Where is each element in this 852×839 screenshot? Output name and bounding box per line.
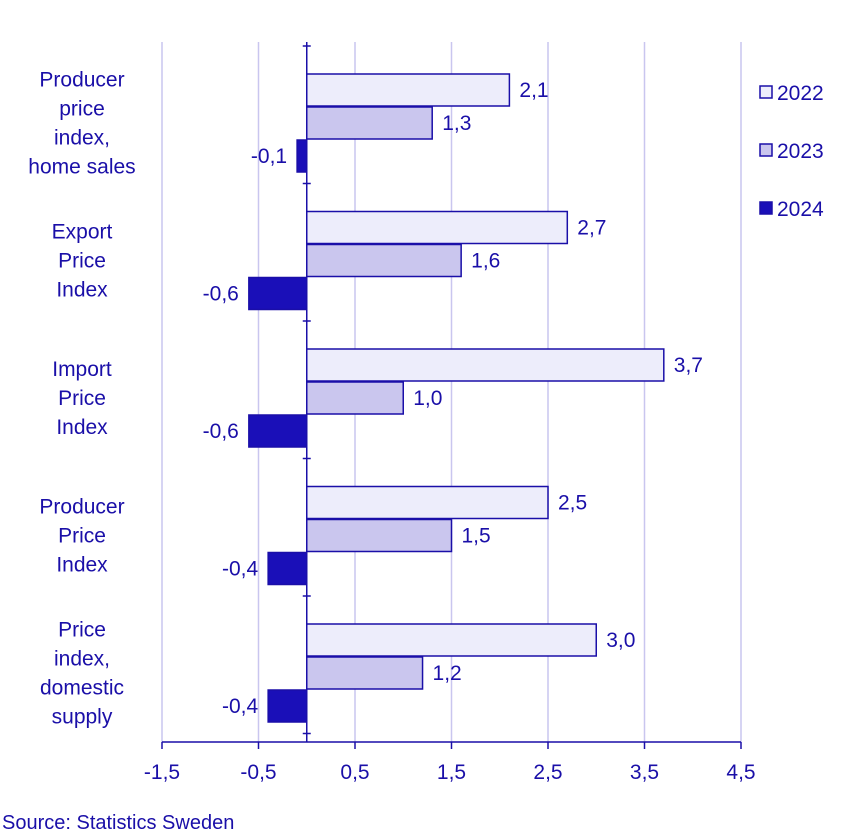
legend-swatch-2023 bbox=[759, 143, 773, 157]
category-label: Price bbox=[58, 250, 106, 273]
bar-2023 bbox=[306, 518, 453, 553]
legend-label: 2022 bbox=[777, 82, 824, 105]
legend-swatch-2022 bbox=[759, 85, 773, 99]
bar-2022 bbox=[306, 348, 665, 382]
category-label: Price bbox=[58, 525, 106, 548]
bar-2023 bbox=[306, 106, 433, 140]
category-label: domestic bbox=[40, 677, 124, 700]
data-label: 1,6 bbox=[471, 250, 500, 273]
data-label: 1,2 bbox=[433, 662, 462, 685]
labels: -1,5 -0,5 0,5 1,5 2,5 3,5 4,5 2,1 1,3 -0,1 Produce… bbox=[28, 69, 755, 785]
bar-2022 bbox=[306, 485, 549, 520]
legend-label: 2024 bbox=[777, 198, 824, 221]
bars bbox=[248, 73, 665, 723]
bar-2022 bbox=[306, 73, 511, 107]
data-label: -0,6 bbox=[203, 283, 239, 306]
data-label: 1,0 bbox=[413, 387, 442, 410]
bar-2023 bbox=[306, 243, 462, 278]
x-tick-label: -0,5 bbox=[240, 761, 276, 784]
category-label: Export bbox=[52, 221, 113, 244]
x-tick-label: 1,5 bbox=[437, 761, 466, 784]
category-label: price bbox=[59, 98, 105, 121]
data-label: -0,6 bbox=[203, 420, 239, 443]
bar-2024 bbox=[248, 414, 308, 448]
bar-2024 bbox=[267, 689, 308, 723]
legend-label: 2023 bbox=[777, 140, 824, 163]
x-tick-label: 0,5 bbox=[340, 761, 369, 784]
category-label: home sales bbox=[28, 156, 135, 179]
data-label: 2,7 bbox=[577, 217, 606, 240]
category-label: index, bbox=[54, 648, 110, 671]
category-label: Index bbox=[56, 416, 108, 439]
data-label: 3,7 bbox=[674, 354, 703, 377]
source-note: Source: Statistics Sweden bbox=[2, 812, 235, 834]
category-label: Price bbox=[58, 387, 106, 410]
axes bbox=[161, 42, 742, 749]
x-tick-label: 3,5 bbox=[630, 761, 659, 784]
data-label: -0,4 bbox=[222, 558, 259, 581]
category-label: Price bbox=[58, 619, 106, 642]
data-label: 1,3 bbox=[442, 112, 471, 135]
bar-2023 bbox=[306, 656, 424, 690]
category-label: Index bbox=[56, 279, 108, 302]
data-label: 3,0 bbox=[606, 629, 635, 652]
bar-2022 bbox=[306, 623, 597, 657]
data-label: -0,1 bbox=[251, 145, 287, 168]
data-label: 1,5 bbox=[462, 525, 491, 548]
bar-2022 bbox=[306, 210, 569, 245]
data-label: 2,1 bbox=[519, 79, 548, 102]
bar-2024 bbox=[248, 276, 308, 311]
bar-2024 bbox=[296, 139, 308, 173]
bar-2023 bbox=[306, 381, 404, 415]
bar-2024 bbox=[267, 551, 308, 586]
category-label: Producer bbox=[39, 496, 124, 519]
category-label: Producer bbox=[39, 69, 124, 92]
x-tick-label: 2,5 bbox=[533, 761, 562, 784]
category-label: index, bbox=[54, 127, 110, 150]
legend-swatch-2024 bbox=[759, 201, 773, 215]
category-label: Index bbox=[56, 554, 108, 577]
data-label: -0,4 bbox=[222, 695, 259, 718]
x-tick-label: -1,5 bbox=[144, 761, 180, 784]
category-label: supply bbox=[52, 706, 113, 729]
data-label: 2,5 bbox=[558, 492, 587, 515]
x-tick-label: 4,5 bbox=[726, 761, 755, 784]
category-label: Import bbox=[52, 358, 112, 381]
legend: 2022 2023 2024 bbox=[759, 82, 824, 221]
